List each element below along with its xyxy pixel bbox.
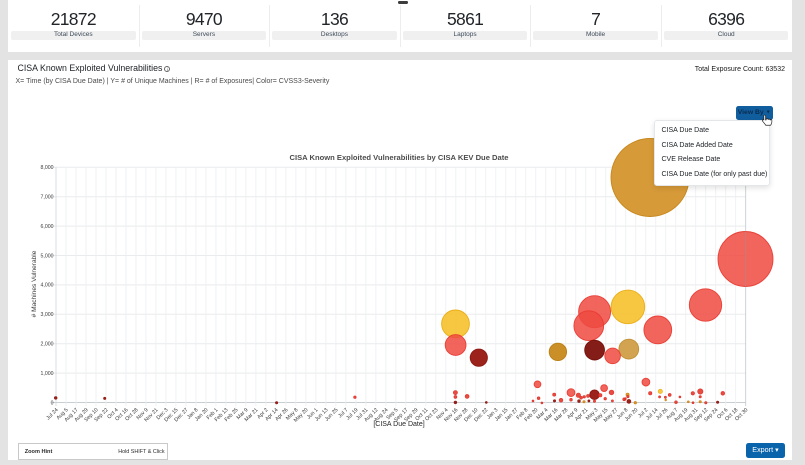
svg-text:3,000: 3,000 xyxy=(41,312,54,318)
svg-text:0: 0 xyxy=(51,400,54,406)
svg-text:4,000: 4,000 xyxy=(41,282,54,288)
svg-text:8,000: 8,000 xyxy=(41,165,54,171)
svg-text:5,000: 5,000 xyxy=(41,253,54,259)
svg-text:CISA Known Exploited Vulnerabi: CISA Known Exploited Vulnerabilities by … xyxy=(290,153,509,162)
svg-text:# Machines Vulnerable: # Machines Vulnerable xyxy=(31,250,38,317)
svg-text:[CISA Due Date]: [CISA Due Date] xyxy=(373,421,424,428)
svg-text:1,000: 1,000 xyxy=(41,370,54,376)
svg-text:2,000: 2,000 xyxy=(41,341,54,347)
svg-text:6,000: 6,000 xyxy=(41,223,54,229)
svg-text:7,000: 7,000 xyxy=(41,194,54,200)
